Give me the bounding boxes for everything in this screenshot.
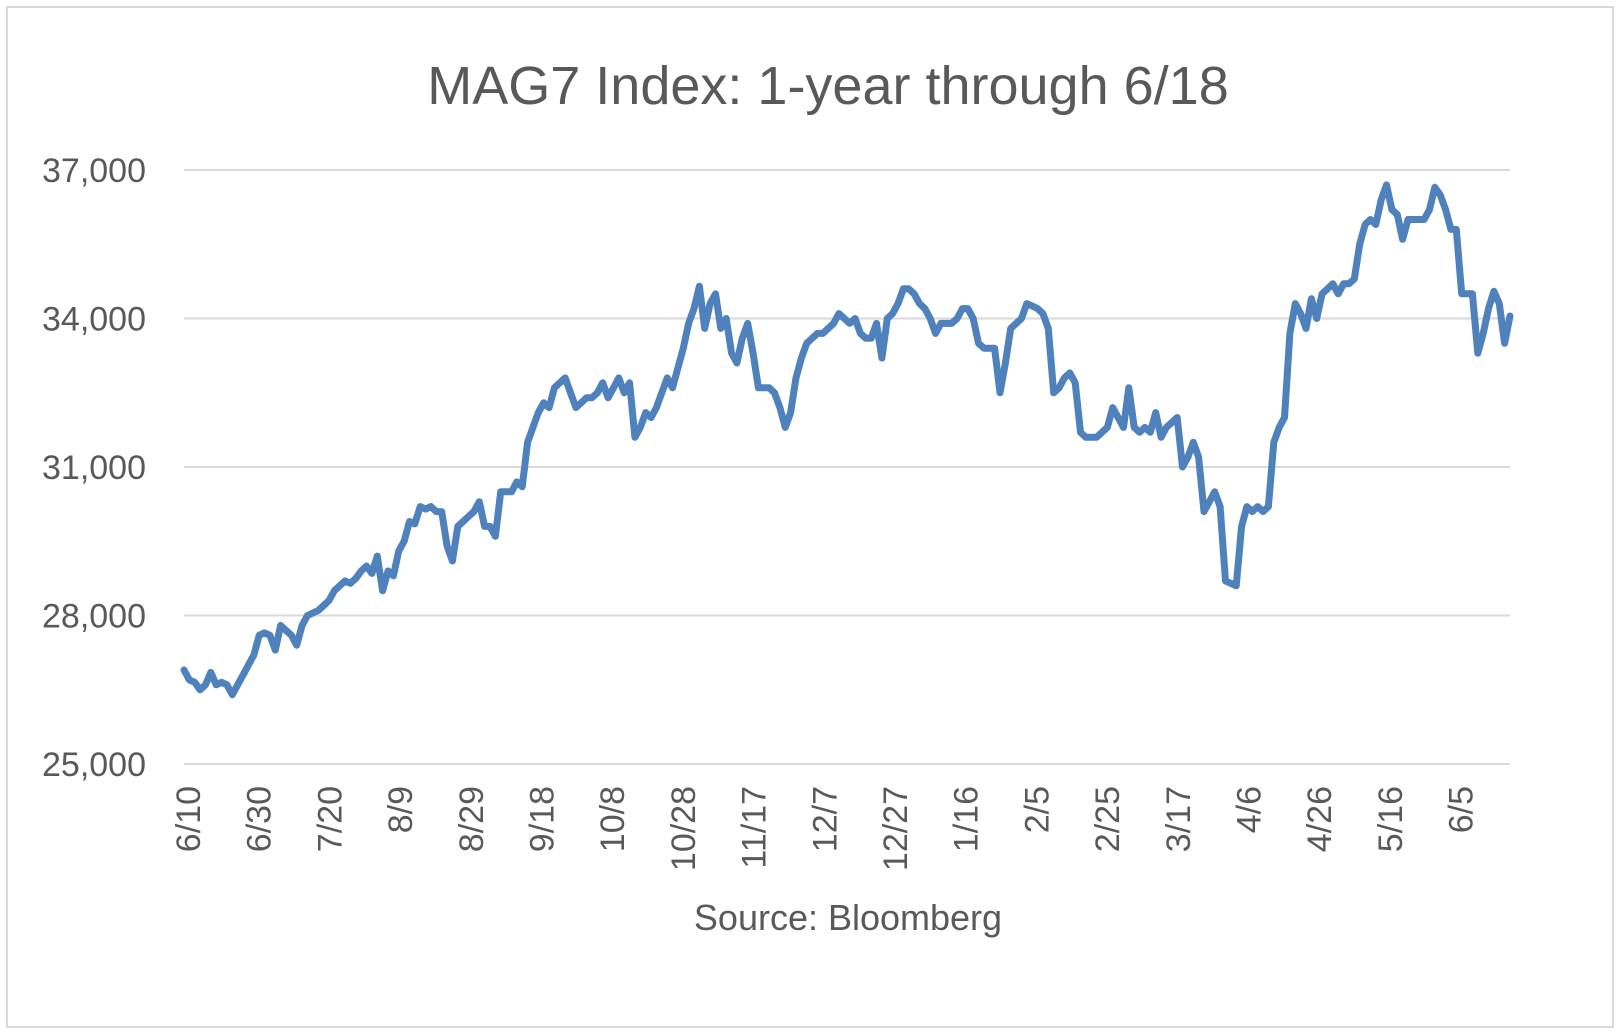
y-tick-label: 28,000 [42, 598, 146, 636]
y-tick-label: 25,000 [42, 746, 146, 784]
y-tick-label: 37,000 [42, 152, 146, 190]
x-tick-label: 4/6 [1231, 786, 1269, 833]
y-axis-ticks: 25,000 28,000 31,000 34,000 37,000 [42, 152, 146, 784]
x-tick-label: 9/18 [524, 786, 562, 852]
x-tick-label: 2/25 [1089, 786, 1127, 852]
x-tick-label: 8/29 [453, 786, 491, 852]
x-tick-label: 2/5 [1018, 786, 1056, 833]
x-tick-label: 1/16 [948, 786, 986, 852]
x-tick-label: 12/7 [806, 786, 844, 852]
chart-title: MAG7 Index: 1-year through 6/18 [427, 56, 1228, 116]
x-tick-label: 8/9 [382, 786, 420, 833]
x-tick-label: 6/10 [170, 786, 208, 852]
series-layer [180, 181, 1514, 699]
x-tick-label: 10/28 [665, 786, 703, 871]
x-tick-label: 7/20 [311, 786, 349, 852]
y-tick-label: 31,000 [42, 449, 146, 487]
x-axis-ticks: 6/10 6/30 7/20 8/9 8/29 9/18 10/8 10/28 11/17 12/… [170, 786, 1481, 871]
chart-frame: MAG7 Index: 1-year through 6/18 25,000 28… [6, 6, 1614, 1028]
gridlines [184, 169, 1510, 765]
series-line-0 [180, 181, 1514, 699]
x-tick-label: 5/16 [1372, 786, 1410, 852]
x-tick-label: 10/8 [594, 786, 632, 852]
line-chart: MAG7 Index: 1-year through 6/18 25,000 28… [42, 56, 1514, 938]
y-tick-label: 34,000 [42, 301, 146, 339]
x-tick-label: 6/30 [241, 786, 279, 852]
x-tick-label: 11/17 [736, 786, 774, 869]
x-tick-label: 12/27 [877, 786, 915, 871]
x-axis-label: Source: Bloomberg [694, 897, 1002, 938]
x-tick-label: 3/17 [1160, 786, 1198, 852]
x-tick-label: 4/26 [1301, 786, 1339, 852]
x-tick-label: 6/5 [1443, 786, 1481, 833]
